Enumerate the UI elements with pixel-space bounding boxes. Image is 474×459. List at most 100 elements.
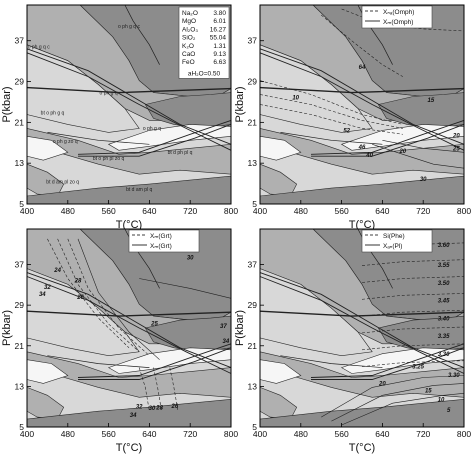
x-tick-label: 560: [335, 429, 349, 439]
oxide-value: 6.63: [213, 59, 226, 66]
contour-label: 34: [130, 413, 137, 419]
field-label: bt o ph pl zo q: [93, 156, 125, 162]
panel-a: 400 480 560 640 720 800 5 13 21 29 37 T(°C) P(kbar) o…: [1, 4, 238, 231]
contour-label: 25: [150, 321, 158, 327]
legend-label: Xₘ(Grt): [150, 233, 172, 240]
field-omphacite: [259, 44, 373, 133]
isopleth-si-7: [361, 343, 465, 351]
oxide-name: Al₂O₃: [182, 26, 198, 33]
isopleth-omph-4: [259, 94, 403, 129]
panel-b: 400 480 560 640 720 800 5 13 21 29 37 T(°C) P(kbar) 5…: [234, 4, 471, 231]
contour-label: 3.60: [438, 243, 450, 249]
isopleth-grt-8: [169, 367, 179, 412]
contour-label: 5: [447, 408, 451, 414]
y-axis-label: P(kbar): [1, 310, 13, 346]
oxide-value: 6.01: [213, 18, 226, 25]
contour-label: 15: [425, 388, 432, 394]
y-tick-label: 37: [15, 36, 25, 46]
contour-label: 30: [187, 255, 194, 261]
field-label: o ph g q c: [28, 44, 50, 50]
x-tick-label: 560: [335, 206, 349, 216]
x-tick-label: 800: [224, 206, 238, 216]
contour-label: 20: [378, 381, 386, 387]
x-tick-label: 640: [375, 429, 389, 439]
oxide-value: 1.31: [213, 43, 226, 50]
x-tick-label: 640: [142, 429, 156, 439]
isopleth-pl-3: [341, 393, 465, 426]
contour-label: 20: [452, 134, 460, 140]
isopleth-grt-3: [67, 238, 150, 356]
contour-label: 15: [428, 98, 435, 104]
contour-label: 37: [220, 324, 227, 330]
x-axis-label: T(°C): [349, 442, 375, 454]
contour-label: 34: [39, 292, 46, 298]
isopleth-si-2: [361, 259, 465, 266]
reaction-line-e: [280, 355, 383, 368]
y-tick-label: 13: [15, 381, 25, 391]
y-tick-label: 21: [15, 117, 25, 127]
field-label: o ph g q c: [118, 24, 140, 30]
oxide-name: CaO: [182, 51, 195, 58]
isopleth-omph-3: [259, 80, 403, 125]
reaction-line-c: [77, 119, 232, 155]
isopleth-si-5: [361, 309, 465, 317]
y-tick-label: 13: [248, 158, 258, 168]
field-label: bt d ph pl q: [168, 150, 193, 156]
isopleth-grt-5: [139, 278, 232, 299]
panel-c: 400 480 560 640 720 800 5 13 21 29 37 T(°C) P(kbar) 3…: [1, 228, 238, 454]
isopleth-grt-7: [153, 367, 162, 412]
x-tick-label: 720: [416, 429, 430, 439]
contour-label: 3.55: [438, 263, 450, 269]
x-axis-label: T(°C): [349, 219, 375, 231]
legend-label: Xₘ(Grt): [150, 243, 172, 250]
panel-d: 400 480 560 640 720 800 5 13 21 29 37 T(°C) P(kbar) 3…: [234, 228, 471, 454]
field-label: bt d am pl q: [126, 187, 152, 193]
legend-label: Xₐₙ(Pl): [383, 243, 402, 250]
contour-label: 3.50: [438, 281, 450, 287]
y-tick-label: 29: [15, 77, 25, 87]
reaction-line-c: [77, 343, 232, 378]
contour-label: 32: [136, 405, 143, 411]
y-tick-label: 5: [19, 422, 24, 432]
isopleth-si-4: [361, 293, 465, 300]
reaction-line-a: [26, 48, 232, 145]
contour-label: 46: [358, 145, 366, 151]
legend-label: Si(Phe): [383, 233, 405, 240]
x-tick-label: 800: [224, 429, 238, 439]
plot-frame: [259, 4, 465, 205]
x-tick-label: 640: [142, 206, 156, 216]
legend-label: Xₘ(Omph): [383, 19, 413, 26]
contour-label: 26: [171, 404, 179, 410]
contour-label: 40: [365, 153, 373, 159]
x-axis-label: T(°C): [116, 219, 142, 231]
plot-frame: [26, 4, 232, 205]
x-tick-label: 720: [183, 206, 197, 216]
reaction-line-d: [78, 347, 232, 380]
isopleth-omph-7: [382, 140, 465, 153]
field-label: o ph g q: [100, 90, 118, 96]
reaction-line-e: [47, 355, 150, 368]
oxide-value: 9.13: [213, 51, 226, 58]
field-label: o ph g q: [143, 126, 161, 132]
legend-box: [361, 5, 433, 29]
isopleth-pl-2: [331, 383, 465, 422]
contour-label: 3.30: [448, 373, 460, 379]
y-tick-label: 37: [248, 260, 258, 270]
x-tick-label: 720: [183, 429, 197, 439]
oxide-name: Na₂O: [182, 10, 198, 17]
x-tick-label: 480: [294, 206, 308, 216]
y-axis-label: P(kbar): [234, 86, 246, 122]
y-tick-label: 29: [248, 300, 258, 310]
y-tick-label: 13: [15, 158, 25, 168]
contour-label: 3.45: [438, 299, 450, 305]
reaction-line-d: [311, 347, 465, 380]
reaction-line-d: [78, 123, 232, 157]
y-tick-label: 29: [15, 300, 25, 310]
reaction-line-d: [311, 123, 465, 157]
legend-box: [361, 229, 433, 253]
reaction-line-main: [26, 86, 232, 94]
contour-label: 28: [155, 406, 163, 412]
reaction-line-a: [259, 48, 465, 145]
x-tick-label: 400: [20, 206, 34, 216]
reaction-line-a: [259, 272, 465, 369]
